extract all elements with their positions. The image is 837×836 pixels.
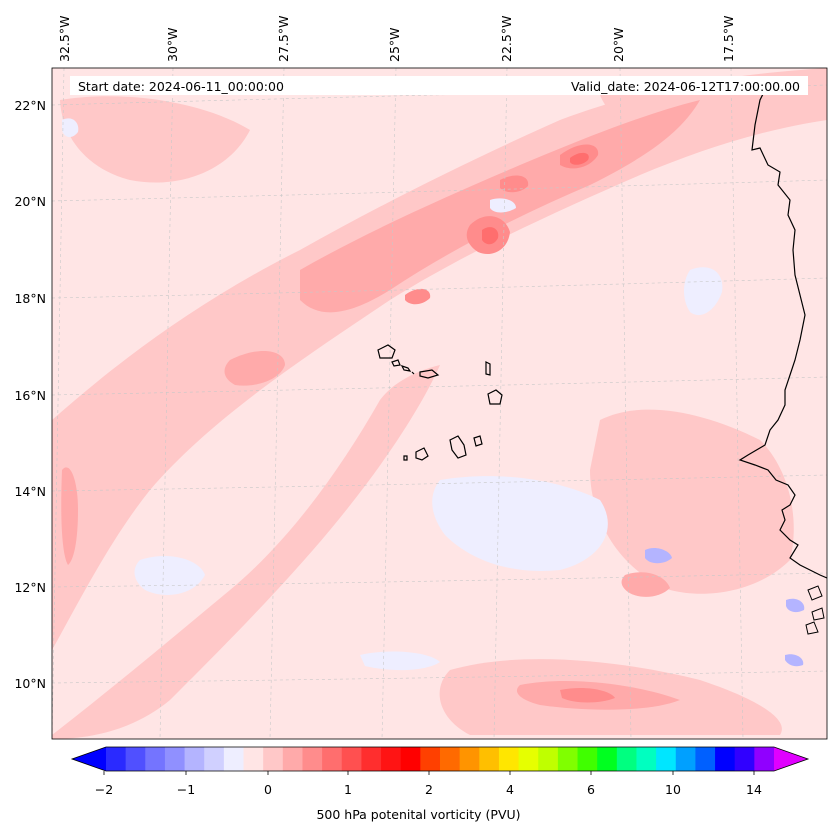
colorbar-segment	[577, 747, 598, 771]
colorbar-tick-labels: −2 −1 0 1 2 4 6 10 14	[95, 782, 762, 797]
colorbar-segment	[498, 747, 520, 771]
lon-label: 32.5°W	[57, 16, 72, 62]
coastline	[738, 79, 827, 579]
map-frame	[51, 67, 828, 740]
header-box	[70, 76, 808, 95]
pv-neg-4	[360, 651, 440, 671]
colorbar-segment	[184, 747, 205, 771]
pv-patch-east	[590, 409, 794, 594]
colorbar-segment	[636, 747, 657, 771]
colorbar-segment	[361, 747, 382, 771]
colorbar-segment	[420, 747, 441, 771]
pv-neg-6	[62, 118, 79, 138]
pv-core-west-strip	[61, 467, 78, 565]
pv-neg-2	[134, 555, 205, 595]
colorbar	[70, 746, 810, 775]
lat-label: 10°N	[14, 676, 46, 691]
cape-verde-islands	[377, 344, 503, 461]
colorbar-extend-min	[72, 747, 106, 771]
colorbar-segment	[204, 747, 225, 771]
cbar-tick-label: 0	[264, 782, 272, 797]
colorbar-segment	[302, 747, 323, 771]
colorbar-segment	[223, 747, 245, 771]
colorbar-segment	[164, 747, 186, 771]
pv-neg-1	[432, 476, 608, 571]
colorbar-segment	[459, 747, 480, 771]
lon-label: 27.5°W	[276, 16, 291, 62]
cbar-tick-label: 2	[425, 782, 433, 797]
lat-label: 16°N	[14, 388, 46, 403]
pv-neg-8	[786, 598, 805, 613]
colorbar-segment	[282, 747, 303, 771]
pv-core-west	[224, 350, 285, 386]
pv-max-7	[570, 152, 589, 165]
cbar-tick-label: 4	[506, 782, 514, 797]
cbar-tick-label: 14	[746, 782, 762, 797]
colorbar-outline	[70, 746, 810, 772]
lon-label: 20°W	[611, 27, 626, 62]
pv-band-lower	[52, 365, 440, 739]
colorbar-segment	[616, 747, 637, 771]
colorbar-segment	[243, 747, 264, 771]
colorbar-segment	[381, 747, 402, 771]
colorbar-segment	[400, 747, 421, 771]
pv-neg-5	[490, 198, 516, 213]
lon-label: 22.5°W	[499, 16, 514, 62]
pv-max-5	[560, 687, 615, 703]
cbar-tick-label: −2	[95, 782, 113, 797]
pv-max-4	[405, 288, 431, 305]
colorbar-segment	[479, 747, 500, 771]
colorbar-segment	[656, 747, 677, 771]
pv-neg-7	[645, 547, 672, 564]
colorbar-segment	[341, 747, 362, 771]
valid-date-text: Valid_date: 2024-06-12T17:00:00.00	[571, 79, 800, 94]
cbar-tick-label: 10	[665, 782, 681, 797]
start-date-text: Start date: 2024-06-11_00:00:00	[78, 79, 284, 94]
colorbar-segment	[145, 747, 166, 771]
colorbar-segment	[322, 747, 343, 771]
lon-label: 17.5°W	[721, 16, 736, 62]
lat-label: 22°N	[14, 98, 46, 113]
pv-neg-3	[684, 267, 723, 316]
coastline-islands-east	[805, 585, 825, 635]
colorbar-segment	[675, 747, 696, 771]
cbar-tick-label: 6	[587, 782, 595, 797]
colorbar-label: 500 hPa potenital vorticity (PVU)	[316, 807, 521, 822]
longitude-labels: 32.5°W 30°W 27.5°W 25°W 22.5°W 20°W 17.5…	[57, 16, 736, 62]
colorbar-segment	[597, 747, 618, 771]
lat-label: 20°N	[14, 194, 46, 209]
colorbar-segment	[715, 747, 736, 771]
lat-label: 18°N	[14, 291, 46, 306]
colorbar-segment	[125, 747, 146, 771]
colorbar-segment	[734, 747, 755, 771]
pv-max-6	[482, 227, 499, 245]
colorbar-segment	[518, 747, 539, 771]
pv-patch-north-west	[60, 96, 250, 183]
colorbar-segment	[263, 747, 284, 771]
colorbar-segment	[106, 747, 127, 771]
pv-core-east	[621, 572, 670, 597]
colorbar-segment	[557, 747, 579, 771]
pv-max-3	[500, 175, 529, 193]
lat-label: 12°N	[14, 580, 46, 595]
lat-label: 14°N	[14, 484, 46, 499]
colorbar-segment	[538, 747, 559, 771]
lon-label: 25°W	[387, 27, 402, 62]
lon-label: 30°W	[165, 27, 180, 62]
colorbar-segment	[440, 747, 461, 771]
pv-contour-field	[52, 68, 827, 739]
pv-neg-9	[785, 654, 804, 667]
colorbar-segment	[754, 747, 775, 771]
colorbar-extend-max	[774, 747, 808, 771]
latitude-labels: 22°N 20°N 18°N 16°N 14°N 12°N 10°N	[14, 98, 46, 691]
colorbar-segment	[695, 747, 716, 771]
cbar-tick-label: −1	[177, 782, 195, 797]
cbar-tick-label: 1	[344, 782, 352, 797]
